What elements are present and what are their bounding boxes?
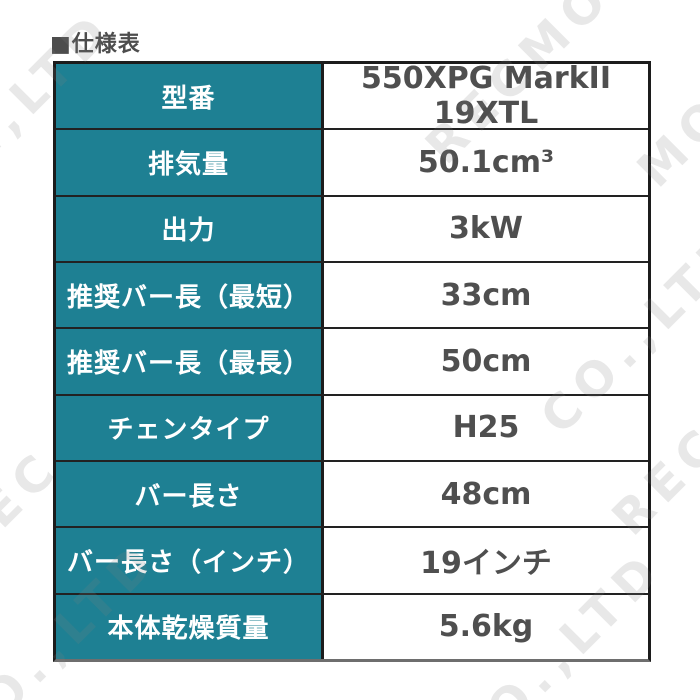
spec-value-cell: 50.1cm³ <box>324 130 648 195</box>
spec-value-cell: 550XPG MarkII 19XTL <box>324 61 648 131</box>
spec-label-cell: バー長さ（インチ） <box>56 528 324 593</box>
spec-label-cell: 出力 <box>56 196 324 261</box>
spec-value-cell: H25 <box>324 395 648 460</box>
spec-label-cell: 本体乾燥質量 <box>56 594 324 659</box>
spec-label-cell: バー長さ <box>56 461 324 527</box>
spec-row: バー長さ（インチ） 19インチ <box>56 526 648 593</box>
spec-label-cell: 排気量 <box>56 130 324 195</box>
spec-label-cell: チェンタイプ <box>56 395 324 460</box>
spec-label-cell: 推奨バー長（最長） <box>56 329 324 394</box>
spec-table: 型番 550XPG MarkII 19XTL 排気量 50.1cm³ 出力 3kW 推奨バー… <box>53 61 651 662</box>
spec-value-cell: 33cm <box>324 262 648 328</box>
spec-value-cell: 19インチ <box>324 528 648 593</box>
spec-row: 出力 3kW <box>56 194 648 261</box>
spec-row: 型番 550XPG MarkII 19XTL <box>56 61 648 131</box>
spec-value-cell: 48cm <box>324 461 648 527</box>
spec-row: チェンタイプ H25 <box>56 393 648 460</box>
spec-row: バー長さ 48cm <box>56 459 648 527</box>
spec-value-cell: 50cm <box>324 329 648 394</box>
spec-value-cell: 5.6kg <box>324 594 648 659</box>
spec-label-cell: 型番 <box>56 64 324 129</box>
spec-row: 排気量 50.1cm³ <box>56 128 648 195</box>
spec-row: 推奨バー長（最短） 33cm <box>56 260 648 328</box>
spec-value-cell: 3kW <box>324 196 648 261</box>
spec-row: 本体乾燥質量 5.6kg <box>56 592 648 659</box>
page-title: ■仕様表 <box>50 32 141 57</box>
spec-label-cell: 推奨バー長（最短） <box>56 262 324 328</box>
spec-row: 推奨バー長（最長） 50cm <box>56 327 648 394</box>
